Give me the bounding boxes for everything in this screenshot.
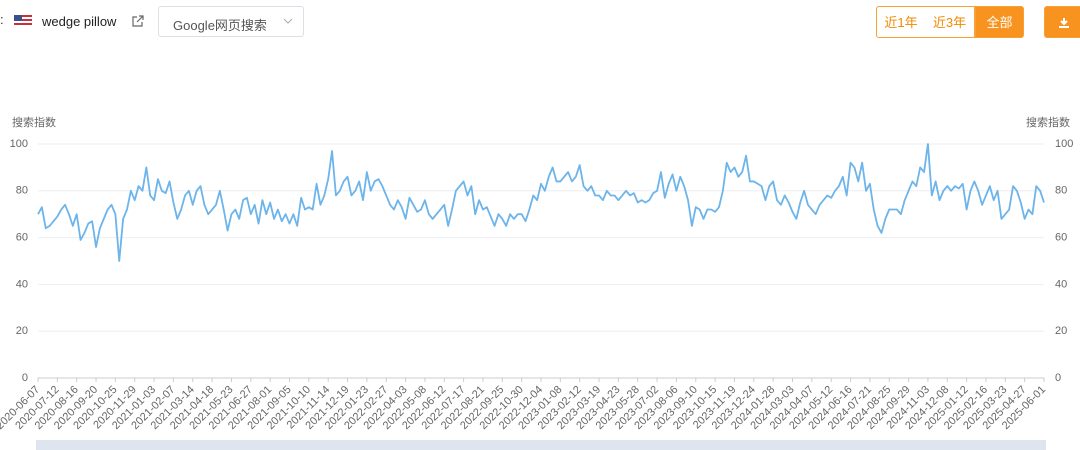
colon: : xyxy=(0,12,4,27)
y-tick-label: 20 xyxy=(16,325,28,337)
y2-axis-title: 搜索指数 xyxy=(1026,115,1070,129)
range-button-active[interactable]: 全部 xyxy=(975,6,1024,38)
y-tick-label: 40 xyxy=(16,278,28,290)
y2-tick-label: 20 xyxy=(1055,325,1067,337)
download-button[interactable] xyxy=(1044,6,1080,38)
share-icon[interactable] xyxy=(132,15,144,27)
range-button[interactable]: 近1年 xyxy=(876,6,926,38)
us-flag xyxy=(14,15,32,27)
line-series xyxy=(37,143,1045,262)
y-tick-label: 80 xyxy=(16,185,28,197)
y-tick-label: 0 xyxy=(22,372,28,384)
y-tick-label: 60 xyxy=(16,232,28,244)
zoom-slider[interactable] xyxy=(36,440,1046,450)
y2-tick-label: 80 xyxy=(1055,185,1067,197)
source-text: Google网页搜索 xyxy=(173,18,267,33)
y2-tick-label: 0 xyxy=(1055,372,1061,384)
range-button[interactable]: 近3年 xyxy=(925,6,975,38)
y2-tick-label: 100 xyxy=(1055,138,1073,150)
source-select[interactable]: Google网页搜索 xyxy=(158,6,304,37)
y2-tick-label: 60 xyxy=(1055,232,1067,244)
download-icon xyxy=(1059,18,1069,28)
y2-tick-label: 40 xyxy=(1055,278,1067,290)
dropdown-arrow xyxy=(283,18,293,24)
keyword: wedge pillow xyxy=(42,14,117,29)
y-axis-title: 搜索指数 xyxy=(12,115,56,129)
y-tick-label: 100 xyxy=(10,138,28,150)
